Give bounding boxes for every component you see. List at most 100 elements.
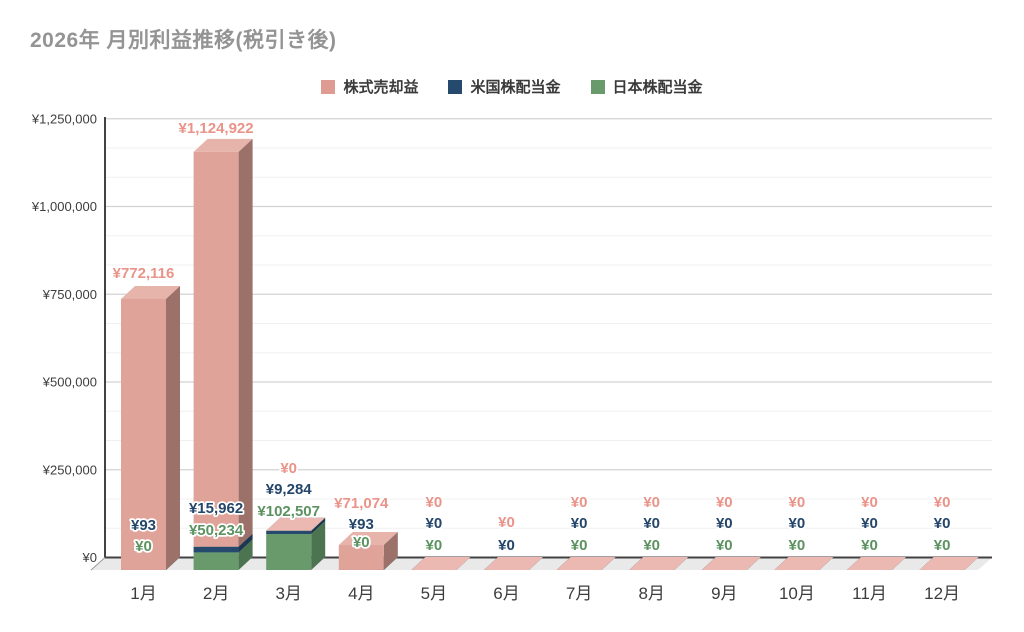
bar-zero-株式売却益: [266, 517, 326, 531]
bar-zero-株式売却益: [774, 557, 834, 570]
value-label-日本株配当金: ¥0: [135, 538, 152, 555]
bar-side-日本株配当金: [238, 539, 253, 570]
bar-front-日本株配当金: [193, 552, 239, 570]
bar-zero-株式売却益: [629, 557, 689, 570]
chart-title: 2026年 月別利益推移(税引き後): [30, 29, 337, 52]
value-label-日本株配当金: ¥102,507: [257, 503, 320, 520]
bar-5月[interactable]: [411, 557, 471, 570]
month-label-4月: 4月: [348, 584, 374, 603]
legend-swatch-株式売却益: [321, 79, 336, 94]
value-label-日本株配当金: ¥50,234: [189, 522, 244, 539]
y-tick-label: ¥500,000: [42, 375, 97, 390]
legend-label: 株式売却益: [343, 79, 419, 96]
month-label-9月: 9月: [711, 584, 737, 603]
month-label-1月: 1月: [130, 584, 156, 603]
bar-8月[interactable]: [629, 557, 689, 570]
bar-3月[interactable]: [266, 517, 326, 570]
value-label-米国株配当金: ¥93: [131, 517, 156, 534]
bar-7月[interactable]: [556, 557, 616, 570]
floor-left-edge: [90, 557, 106, 571]
value-label-米国株配当金: ¥0: [861, 515, 878, 532]
value-label-米国株配当金: ¥15,962: [189, 500, 243, 517]
month-label-5月: 5月: [421, 584, 447, 603]
month-label-10月: 10月: [779, 584, 815, 603]
bar-front-日本株配当金: [266, 534, 312, 570]
bar-4月[interactable]: [338, 532, 398, 570]
value-label-日本株配当金: ¥0: [353, 534, 370, 551]
bar-zero-株式売却益: [411, 557, 471, 570]
bar-side-米国株配当金: [238, 533, 253, 553]
value-label-米国株配当金: ¥0: [716, 515, 733, 532]
bar-side-株式売却益: [166, 285, 180, 570]
legend: 株式売却益 米国株配当金 日本株配当金: [0, 76, 1024, 97]
value-label-日本株配当金: ¥0: [426, 537, 443, 554]
bar-12月[interactable]: [919, 557, 979, 570]
y-tick-label: ¥1,000,000: [31, 199, 97, 214]
bar-side-米国株配当金: [311, 517, 326, 535]
month-label-6月: 6月: [493, 584, 519, 603]
bar-zero-株式売却益: [484, 557, 543, 570]
bar-zero-株式売却益: [919, 557, 979, 570]
legend-item-株式売却益: 株式売却益: [321, 76, 418, 97]
value-label-日本株配当金: ¥0: [716, 537, 733, 554]
value-label-株式売却益: ¥0: [789, 494, 806, 511]
bar-11月[interactable]: [847, 557, 906, 570]
value-label-株式売却益: ¥0: [280, 460, 297, 477]
bar-front-米国株配当金: [193, 546, 239, 553]
y-tick-label: ¥750,000: [42, 287, 97, 302]
bar-2月[interactable]: [193, 138, 253, 570]
bar-9月[interactable]: [701, 557, 761, 570]
value-label-日本株配当金: ¥0: [934, 537, 951, 554]
value-label-株式売却益: ¥0: [716, 494, 733, 511]
bar-front-株式売却益: [338, 545, 384, 570]
month-label-8月: 8月: [638, 584, 664, 603]
y-tick-label: ¥250,000: [42, 462, 97, 477]
value-label-株式売却益: ¥0: [498, 514, 515, 531]
value-label-米国株配当金: ¥0: [498, 537, 515, 554]
value-label-米国株配当金: ¥9,284: [266, 481, 313, 498]
bar-zero-株式売却益: [847, 557, 906, 570]
bar-side-日本株配当金: [311, 521, 326, 570]
value-label-株式売却益: ¥772,116: [113, 265, 175, 282]
legend-item-米国株配当金: 米国株配当金: [448, 76, 561, 97]
value-label-米国株配当金: ¥93: [349, 516, 374, 533]
value-label-株式売却益: ¥0: [934, 494, 951, 511]
value-label-株式売却益: ¥0: [643, 494, 660, 511]
y-tick-label: ¥0: [82, 550, 97, 565]
value-label-日本株配当金: ¥0: [861, 537, 878, 554]
legend-swatch-日本株配当金: [590, 79, 605, 94]
value-label-米国株配当金: ¥0: [934, 515, 951, 532]
y-tick-label: ¥1,250,000: [31, 111, 97, 126]
bar-1月[interactable]: [121, 285, 180, 570]
month-label-3月: 3月: [275, 584, 301, 603]
bar-front-株式売却益: [121, 298, 166, 570]
legend-swatch-米国株配当金: [448, 79, 463, 94]
legend-label: 米国株配当金: [470, 79, 561, 96]
month-label-2月: 2月: [203, 584, 229, 603]
value-label-株式売却益: ¥0: [571, 494, 588, 511]
value-label-株式売却益: ¥71,074: [334, 495, 389, 512]
value-label-米国株配当金: ¥0: [426, 515, 443, 532]
bar-top-株式売却益: [193, 138, 253, 152]
value-label-日本株配当金: ¥0: [571, 537, 588, 554]
value-label-米国株配当金: ¥0: [643, 515, 660, 532]
bar-10月[interactable]: [774, 557, 834, 570]
value-label-米国株配当金: ¥0: [571, 515, 588, 532]
value-label-米国株配当金: ¥0: [789, 515, 806, 532]
value-label-日本株配当金: ¥0: [643, 537, 660, 554]
value-label-株式売却益: ¥0: [861, 494, 878, 511]
bar-zero-株式売却益: [701, 557, 761, 570]
bar-6月[interactable]: [484, 557, 543, 570]
value-label-日本株配当金: ¥0: [789, 537, 806, 554]
bar-zero-株式売却益: [556, 557, 616, 570]
bar-top-株式売却益: [338, 532, 398, 546]
month-label-12月: 12月: [924, 584, 960, 603]
bar-front-株式売却益: [193, 151, 239, 547]
bar-side-株式売却益: [383, 532, 398, 570]
value-label-株式売却益: ¥0: [426, 494, 443, 511]
legend-label: 日本株配当金: [612, 79, 703, 96]
legend-item-日本株配当金: 日本株配当金: [590, 76, 703, 97]
value-label-株式売却益: ¥1,124,922: [179, 120, 254, 137]
